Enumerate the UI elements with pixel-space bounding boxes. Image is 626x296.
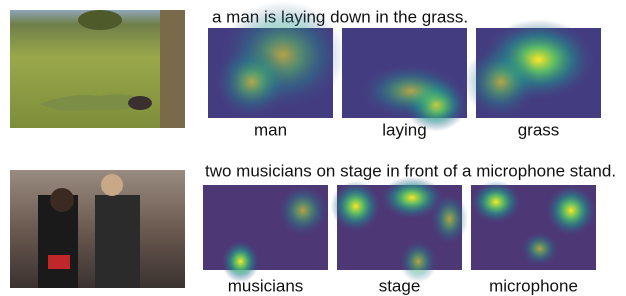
word-label: stage (379, 276, 421, 295)
word-label: laying (382, 120, 426, 139)
heat-spot (546, 185, 596, 236)
heat-spot (214, 46, 289, 118)
figure: a man is laying down in the grass.manlay… (0, 0, 626, 296)
attention-map (471, 181, 596, 270)
heat-spot (471, 181, 521, 224)
heat-spot (361, 64, 461, 118)
heat-spot (521, 232, 559, 266)
attention-map (203, 185, 328, 283)
heat-spot (464, 46, 539, 118)
word-label: man (254, 120, 287, 139)
heat-spot (331, 181, 381, 232)
figure-canvas: a man is laying down in the grass.manlay… (0, 0, 626, 296)
photo-man (10, 10, 185, 128)
attention-map (331, 177, 469, 283)
attention-map (342, 28, 467, 132)
word-label: musicians (228, 276, 304, 295)
heat-spot (431, 194, 469, 245)
word-label: microphone (489, 276, 578, 295)
word-label: grass (518, 120, 560, 139)
photo-musicians (10, 170, 185, 288)
attention-map (464, 19, 602, 118)
heat-spot (278, 185, 328, 236)
